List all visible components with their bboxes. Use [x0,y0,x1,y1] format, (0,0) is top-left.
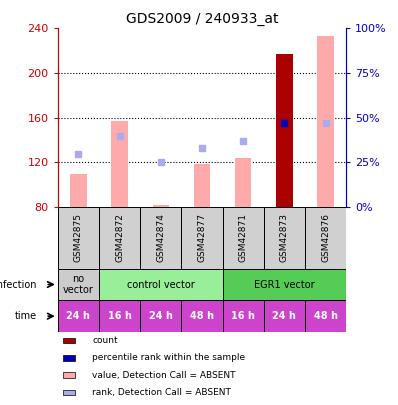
Bar [264,207,305,269]
Text: control vector: control vector [127,279,195,290]
Bar [264,301,305,332]
Text: EGR1 vector: EGR1 vector [254,279,315,290]
Bar [63,372,75,378]
Bar [58,301,99,332]
Text: GSM42872: GSM42872 [115,213,124,262]
Bar [63,338,75,343]
Text: rank, Detection Call = ABSENT: rank, Detection Call = ABSENT [92,388,231,397]
Bar [222,269,346,301]
Bar [58,207,99,269]
Bar [70,174,87,207]
Bar [305,207,346,269]
Bar [63,355,75,360]
Text: GSM42875: GSM42875 [74,213,83,262]
Bar [181,301,222,332]
Bar [111,121,128,207]
Bar [305,301,346,332]
Text: time: time [15,311,37,321]
Bar [222,301,264,332]
Title: GDS2009 / 240933_at: GDS2009 / 240933_at [126,12,278,26]
Text: 48 h: 48 h [314,311,338,321]
Bar [235,158,252,207]
Bar [194,164,210,207]
Text: GSM42874: GSM42874 [156,213,165,262]
Bar [140,207,181,269]
Bar [181,207,222,269]
Bar [152,205,169,207]
Bar [63,390,75,395]
Text: 48 h: 48 h [190,311,214,321]
Bar [222,207,264,269]
Text: GSM42871: GSM42871 [239,213,248,262]
Text: 24 h: 24 h [66,311,90,321]
Bar [140,301,181,332]
Text: 24 h: 24 h [149,311,173,321]
Bar [58,269,99,301]
Bar [99,207,140,269]
Text: 16 h: 16 h [107,311,131,321]
Bar [99,269,222,301]
Bar [99,301,140,332]
Text: 24 h: 24 h [273,311,297,321]
Text: value, Detection Call = ABSENT: value, Detection Call = ABSENT [92,371,236,379]
Text: percentile rank within the sample: percentile rank within the sample [92,354,246,362]
Text: count: count [92,336,118,345]
Bar [318,36,334,207]
Text: GSM42876: GSM42876 [321,213,330,262]
Text: infection: infection [0,279,37,290]
Bar [276,54,293,207]
Text: no
vector: no vector [63,274,94,295]
Text: GSM42873: GSM42873 [280,213,289,262]
Text: 16 h: 16 h [231,311,255,321]
Text: GSM42877: GSM42877 [197,213,207,262]
